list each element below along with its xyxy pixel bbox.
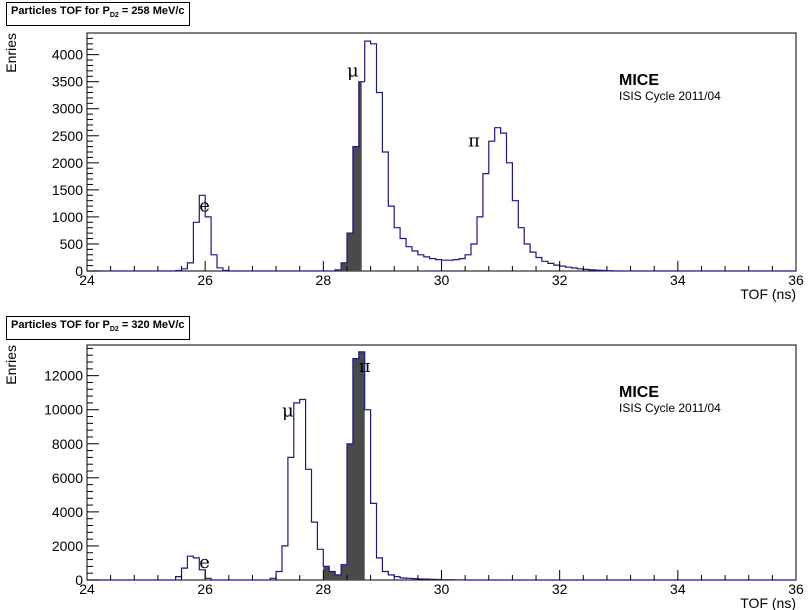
bottom-x-tick-label: 34 bbox=[670, 581, 686, 597]
bottom-plot-frame bbox=[86, 344, 797, 581]
top-x-tick-label: 34 bbox=[670, 272, 686, 288]
bottom-y-axis-title: Enries bbox=[3, 345, 19, 385]
top-y-tick-label: 2000 bbox=[52, 155, 83, 171]
top-histogram-line bbox=[87, 40, 796, 272]
bottom-x-tick-label: 28 bbox=[316, 581, 332, 597]
top-annotation-mice: MICE bbox=[619, 72, 659, 89]
top-y-tick-label: 4000 bbox=[52, 47, 83, 63]
top-y-tick-label: 1500 bbox=[52, 182, 83, 198]
bottom-annotation-mice: MICE bbox=[619, 384, 659, 401]
bottom-y-tick-label: 2000 bbox=[52, 538, 83, 554]
top-x-tick-label: 30 bbox=[434, 272, 450, 288]
top-y-tick-label: 2500 bbox=[52, 128, 83, 144]
top-y-tick-label: 3000 bbox=[52, 101, 83, 117]
top-y-tick-label: 1000 bbox=[52, 209, 83, 225]
bottom-title-prefix: Particles TOF for P bbox=[11, 319, 110, 331]
bottom-x-tick-label: 30 bbox=[434, 581, 450, 597]
top-x-tick-label: 24 bbox=[79, 272, 95, 288]
bottom-x-tick-label: 32 bbox=[552, 581, 568, 597]
bottom-peak-label: π bbox=[359, 356, 371, 377]
top-x-tick-label: 26 bbox=[197, 272, 213, 288]
bottom-y-tick-label: 12000 bbox=[44, 368, 83, 384]
bottom-x-tick-label: 36 bbox=[788, 581, 804, 597]
bottom-y-tick-label: 10000 bbox=[44, 402, 83, 418]
bottom-title-suffix: = 320 MeV/c bbox=[118, 319, 185, 331]
top-annotation-cycle: ISIS Cycle 2011/04 bbox=[619, 89, 721, 103]
bottom-y-tick-label: 0 bbox=[75, 572, 83, 588]
top-x-tick-label: 36 bbox=[788, 272, 804, 288]
top-y-tick-label: 500 bbox=[60, 236, 84, 252]
top-peak-label: π bbox=[468, 131, 480, 152]
bottom-panel-title: Particles TOF for PD2 = 320 MeV/c bbox=[6, 316, 190, 340]
bottom-y-tick-label: 6000 bbox=[52, 470, 83, 486]
bottom-annotation-cycle: ISIS Cycle 2011/04 bbox=[619, 401, 721, 415]
top-selected-peak bbox=[323, 81, 362, 271]
top-y-axis-title: Enries bbox=[3, 33, 19, 73]
top-panel-title: Particles TOF for PD2 = 258 MeV/c bbox=[6, 2, 190, 26]
bottom-peak-label: e bbox=[199, 552, 210, 573]
bottom-peak-label: μ bbox=[282, 401, 294, 422]
top-title-prefix: Particles TOF for P bbox=[11, 5, 110, 17]
bottom-x-tick-label: 24 bbox=[79, 581, 95, 597]
top-title-suffix: = 258 MeV/c bbox=[118, 5, 185, 17]
top-y-tick-label: 0 bbox=[75, 263, 83, 279]
bottom-x-tick-label: 26 bbox=[197, 581, 213, 597]
bottom-title-sub: D2 bbox=[109, 326, 119, 333]
top-x-tick-label: 32 bbox=[552, 272, 568, 288]
top-peak-label: e bbox=[199, 196, 210, 217]
top-peak-label: μ bbox=[347, 60, 359, 81]
bottom-y-tick-label: 4000 bbox=[52, 504, 83, 520]
bottom-y-tick-label: 8000 bbox=[52, 436, 83, 452]
bottom-histogram-line bbox=[87, 351, 796, 581]
top-x-axis-title: TOF (ns) bbox=[740, 286, 796, 302]
top-title-sub: D2 bbox=[109, 12, 119, 19]
bottom-x-axis-title: TOF (ns) bbox=[740, 595, 796, 610]
bottom-selected-peak bbox=[323, 351, 365, 580]
top-y-tick-label: 3500 bbox=[52, 74, 83, 90]
top-x-tick-label: 28 bbox=[316, 272, 332, 288]
